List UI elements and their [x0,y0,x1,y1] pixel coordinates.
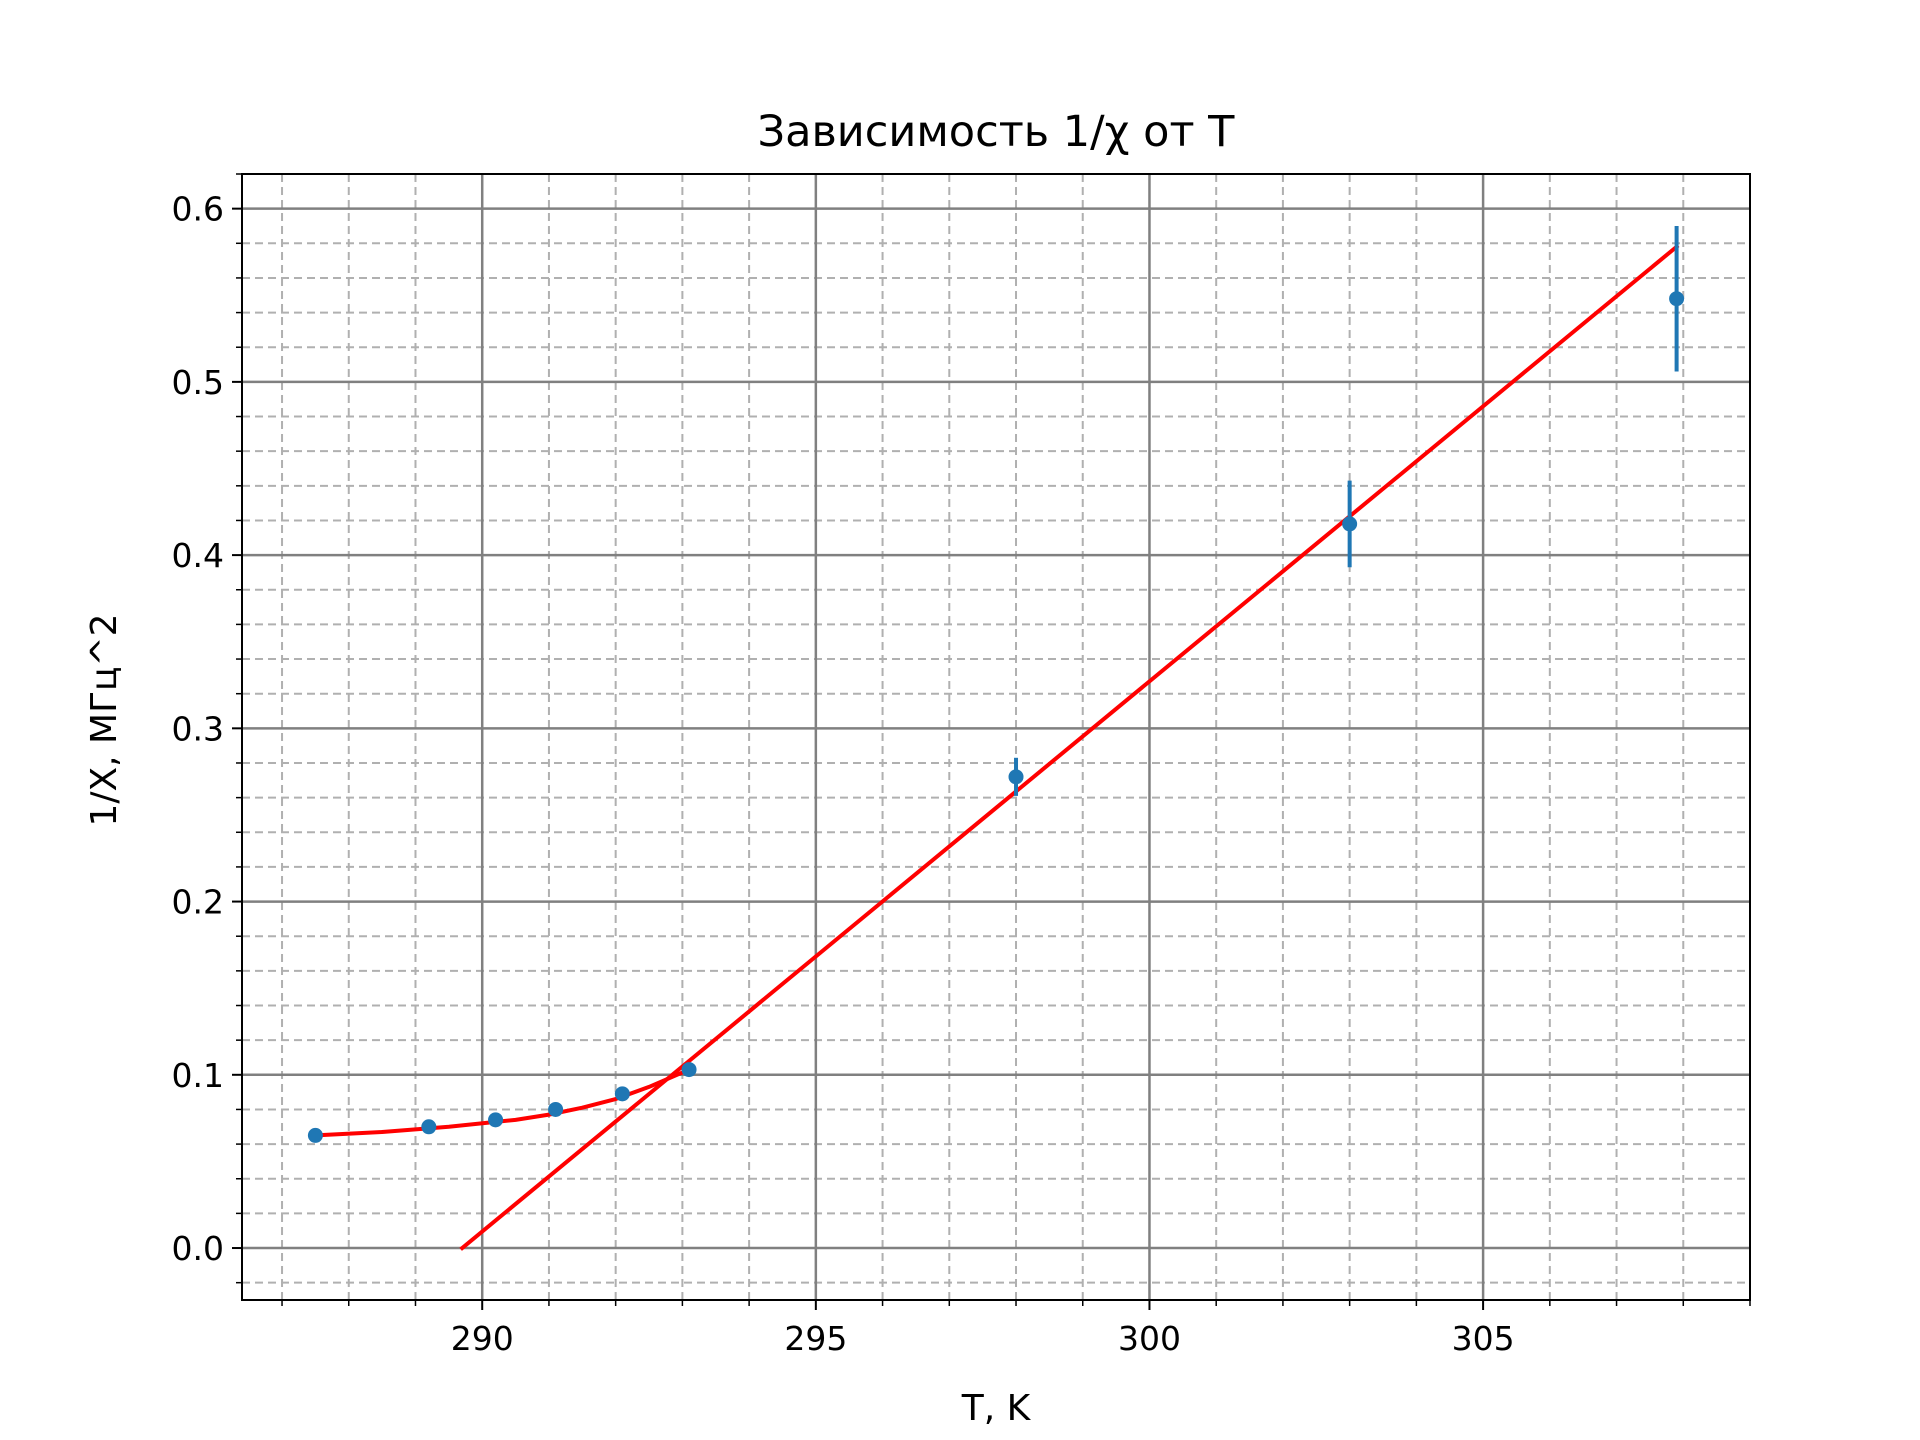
data-point [1342,516,1358,532]
y-tick-label: 0.3 [172,709,224,748]
x-axis-title: T, K [961,1388,1032,1429]
y-tick-label: 0.6 [172,190,224,229]
fit-line-1 [313,1066,692,1138]
x-tick-label: 305 [1452,1319,1515,1358]
fit-line-2 [459,243,1680,1251]
x-tick-label: 295 [784,1319,847,1358]
data-point [307,1127,323,1143]
y-tick-label: 0.1 [172,1056,224,1095]
chart-title: Зависимость 1/χ от T [758,107,1236,157]
data-point [614,1086,630,1102]
major-grid [242,174,1750,1300]
x-tick-label: 300 [1118,1319,1181,1358]
minor-grid [242,173,1751,1300]
y-tick-label: 0.2 [172,883,224,922]
tick-labels: 290 295 300 305 0.0 0.1 0.2 0.3 0.4 0.5 0.6 [172,190,1515,1358]
data-point [421,1119,437,1135]
axis-ticks [232,173,1751,1310]
y-axis-title: 1/X, МГц^2 [84,613,125,826]
data-points [307,225,1685,1143]
data-point [488,1112,504,1128]
plot-frame [241,173,1751,1301]
y-tick-label: 0.0 [172,1229,224,1268]
data-point [1008,769,1024,785]
data-point [681,1062,697,1078]
fit-lines [313,243,1680,1251]
x-tick-label: 290 [451,1319,514,1358]
y-tick-label: 0.5 [172,363,224,402]
y-tick-label: 0.4 [172,536,224,575]
data-point [1669,291,1685,307]
data-point [548,1101,564,1117]
